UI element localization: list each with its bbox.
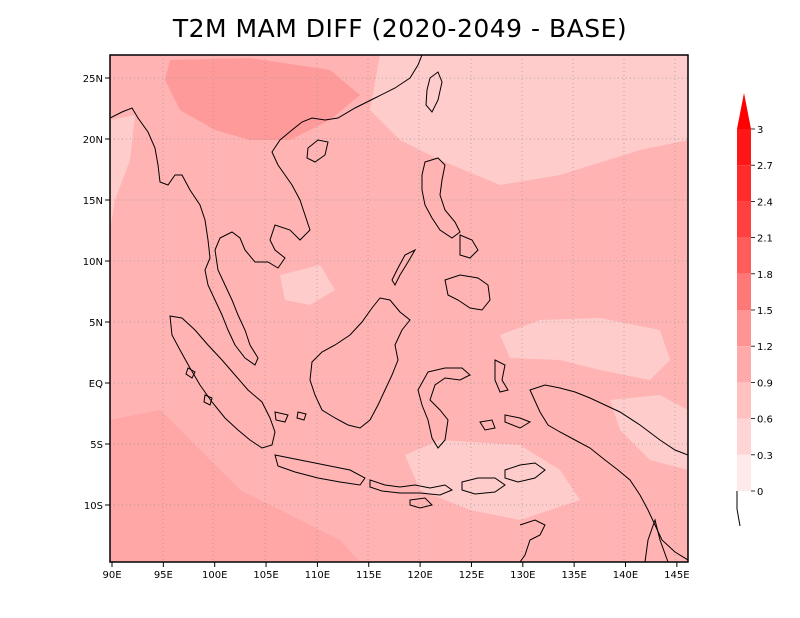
colorbar-label: 0.9 (757, 378, 773, 389)
colorbar-min-tail (736, 491, 741, 527)
y-tick-label: 10S (84, 501, 103, 512)
y-tick-label: 20N (83, 135, 103, 146)
colorbar-swatch (737, 201, 751, 238)
field-light-gulf (280, 265, 335, 305)
field-light-north (370, 55, 688, 185)
colorbar-label: 3 (757, 125, 763, 136)
coastline-luzon (421, 157, 461, 239)
colorbar-swatch (737, 129, 751, 166)
colorbar: 0 0.3 0.6 0.9 1.2 1.5 1.8 2.1 2.4 2.7 3 (736, 93, 773, 527)
coastline-sumatra (169, 315, 276, 449)
coastline-nias (203, 394, 213, 406)
colorbar-label: 0.6 (757, 415, 773, 426)
coastline-visayas (459, 234, 479, 259)
x-tick-label: 90E (102, 570, 121, 581)
coastline-cape-york (644, 518, 669, 562)
x-tick-label: 130E (510, 570, 535, 581)
coastline-simeulue (185, 367, 196, 379)
x-axis-ticks: 90E 95E 100E 105E 110E 115E 120E 125E 130E 135E 14… (102, 562, 690, 581)
x-tick-label: 140E (613, 570, 638, 581)
coastline-belitung (296, 411, 307, 421)
coastline-mainland (110, 55, 423, 366)
map-title: T2M MAM DIFF (2020-2049 - BASE) (172, 14, 628, 43)
colorbar-label: 0 (757, 487, 763, 498)
x-tick-label: 110E (305, 570, 330, 581)
coastline-palawan (391, 248, 417, 287)
field-light-se (610, 395, 688, 470)
x-tick-label: 105E (253, 570, 278, 581)
x-tick-label: 135E (561, 570, 586, 581)
x-tick-label: 145E (664, 570, 689, 581)
colorbar-swatch (737, 237, 751, 274)
colorbar-label: 1.8 (757, 270, 773, 281)
coastline-mindanao (444, 274, 491, 311)
grid-lines (110, 55, 688, 562)
field-dark-sw (110, 410, 360, 562)
colorbar-max-arrow (737, 93, 751, 129)
y-tick-label: 5N (89, 318, 103, 329)
x-tick-label: 95E (154, 570, 173, 581)
colorbar-label: 2.7 (757, 161, 773, 172)
coastline-sulawesi (417, 367, 471, 449)
field-light-east (500, 318, 670, 380)
field-light-west (110, 115, 135, 230)
y-tick-label: 15N (83, 196, 103, 207)
coastline-taiwan (425, 71, 443, 113)
coastline-halmahera (494, 359, 509, 393)
colorbar-swatch (737, 273, 751, 310)
x-tick-label: 120E (407, 570, 432, 581)
y-tick-label: 5S (90, 440, 103, 451)
coastline-buru (479, 419, 496, 431)
coastline-borneo (309, 297, 411, 429)
coastline-bali-lombok (369, 479, 454, 496)
colorbar-swatch (737, 454, 751, 491)
colorbar-label: 1.2 (757, 342, 773, 353)
coastline-bangka (274, 411, 289, 423)
y-tick-label: 25N (83, 74, 103, 85)
coastline-sumba (409, 497, 433, 509)
coastline-flores (461, 477, 506, 495)
coastline-java (274, 454, 366, 486)
colorbar-swatch (737, 418, 751, 455)
coastline-seram (504, 414, 532, 429)
x-tick-label: 125E (459, 570, 484, 581)
colorbar-swatch (737, 165, 751, 202)
colorbar-label: 2.1 (757, 234, 773, 245)
field-light-south (405, 440, 580, 520)
colorbar-swatch (737, 382, 751, 419)
y-tick-label: EQ (89, 379, 103, 390)
field-dark-mainland (165, 58, 360, 140)
y-tick-label: 10N (83, 257, 103, 268)
x-tick-label: 100E (202, 570, 227, 581)
colorbar-label: 2.4 (757, 197, 773, 208)
x-tick-label: 115E (356, 570, 381, 581)
coastline-new-guinea (529, 384, 688, 561)
shaded-field (110, 55, 688, 562)
colorbar-label: 0.3 (757, 451, 773, 462)
coastline-australia (519, 519, 546, 562)
y-axis-ticks: 25N 20N 15N 10N 5N EQ 5S 10S (83, 74, 110, 512)
colorbar-label: 1.5 (757, 306, 773, 317)
plot-frame (109, 54, 689, 563)
coastlines (110, 55, 688, 562)
coastline-timor (504, 462, 546, 483)
colorbar-swatch (737, 310, 751, 347)
colorbar-swatch (737, 346, 751, 383)
coastline-hainan (306, 139, 329, 163)
